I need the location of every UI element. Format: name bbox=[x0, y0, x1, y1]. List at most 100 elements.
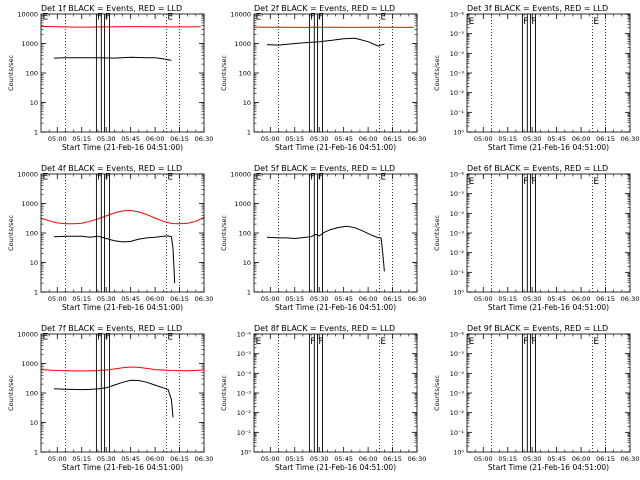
panel-title: Det 8f BLACK = Events, RED = LLD bbox=[254, 324, 395, 333]
flag-label: F bbox=[97, 332, 102, 342]
x-axis-label: Start Time (21-Feb-16 04:51:00) bbox=[275, 143, 396, 152]
x-tick-label: 05:45 bbox=[121, 135, 140, 143]
panel-det9: Det 9f BLACK = Events, RED = LLD Counts/s… bbox=[433, 324, 639, 472]
flag-label: E bbox=[256, 337, 262, 347]
x-tick-label: 06:00 bbox=[359, 455, 378, 463]
x-tick-label: 06:00 bbox=[359, 135, 378, 143]
y-tick-label: 1 bbox=[247, 129, 251, 137]
y-tick-label: 10⁻⁴ bbox=[450, 50, 465, 58]
series-red-lld bbox=[40, 209, 205, 225]
flag-label: F bbox=[97, 172, 102, 182]
y-tick-label: 10⁻⁵ bbox=[450, 190, 465, 198]
series-black-events bbox=[53, 56, 172, 61]
x-tick-label: 06:15 bbox=[170, 455, 189, 463]
panel-det3: Det 3f BLACK = Events, RED = LLD Counts/s… bbox=[433, 4, 639, 152]
x-axis-label: Start Time (21-Feb-16 04:51:00) bbox=[488, 303, 609, 312]
x-tick-label: 06:15 bbox=[596, 295, 615, 303]
y-tick-label: 10⁻⁴ bbox=[450, 210, 465, 218]
flag-label: F bbox=[531, 337, 536, 347]
x-tick-label: 05:45 bbox=[547, 295, 566, 303]
y-tick-label: 1 bbox=[34, 449, 38, 457]
x-tick-label: 05:00 bbox=[48, 135, 67, 143]
y-tick-label: 1000 bbox=[21, 200, 38, 208]
y-tick-label: 1 bbox=[34, 289, 38, 297]
plot-frame bbox=[466, 13, 631, 133]
flag-label: E bbox=[469, 17, 475, 27]
y-axis-label: Counts/sec bbox=[220, 55, 228, 91]
x-tick-label: 06:00 bbox=[146, 295, 165, 303]
flag-label: E bbox=[380, 12, 386, 22]
y-tick-label: 10000 bbox=[17, 171, 38, 179]
y-tick-label: 10⁻² bbox=[237, 409, 252, 417]
x-tick-label: 05:00 bbox=[48, 455, 67, 463]
x-tick-label: 06:15 bbox=[170, 295, 189, 303]
x-tick-label: 05:15 bbox=[72, 135, 91, 143]
x-axis-label: Start Time (21-Feb-16 04:51:00) bbox=[488, 463, 609, 472]
x-tick-label: 05:30 bbox=[310, 455, 329, 463]
y-tick-label: 10⁻³ bbox=[237, 390, 252, 398]
flag-label: E bbox=[43, 332, 49, 342]
y-tick-label: 10⁻⁶ bbox=[450, 171, 465, 179]
x-tick-label: 06:00 bbox=[146, 455, 165, 463]
panel-det2: Det 2f BLACK = Events, RED = LLD Counts/s… bbox=[220, 4, 426, 152]
y-tick-label: 10⁻⁴ bbox=[237, 370, 252, 378]
x-tick-label: 05:45 bbox=[334, 295, 353, 303]
panel-title: Det 7f BLACK = Events, RED = LLD bbox=[41, 324, 182, 333]
y-tick-label: 10⁻⁶ bbox=[237, 331, 252, 339]
series-black-events bbox=[266, 37, 385, 47]
x-tick-label: 06:15 bbox=[170, 135, 189, 143]
y-tick-label: 10⁻² bbox=[450, 249, 465, 257]
y-tick-label: 10⁻⁴ bbox=[450, 370, 465, 378]
x-tick-label: 06:30 bbox=[621, 295, 640, 303]
flag-label: F bbox=[105, 12, 110, 22]
y-tick-label: 100 bbox=[26, 70, 38, 78]
x-axis-label: Start Time (21-Feb-16 04:51:00) bbox=[275, 303, 396, 312]
flag-label: E bbox=[256, 172, 262, 182]
x-tick-label: 05:00 bbox=[261, 455, 280, 463]
flag-label: F bbox=[531, 177, 536, 187]
y-axis-label: Counts/sec bbox=[220, 215, 228, 251]
panel-det7: Det 7f BLACK = Events, RED = LLD Counts/s… bbox=[7, 324, 213, 472]
panel-title: Det 5f BLACK = Events, RED = LLD bbox=[254, 164, 395, 173]
plot-frame bbox=[466, 333, 631, 453]
x-tick-label: 05:15 bbox=[285, 135, 304, 143]
flag-label: F bbox=[318, 172, 323, 182]
x-tick-label: 05:30 bbox=[97, 455, 116, 463]
y-tick-label: 10⁻² bbox=[450, 89, 465, 97]
panel-det1: Det 1f BLACK = Events, RED = LLD Counts/s… bbox=[7, 4, 213, 152]
plot-frame bbox=[253, 13, 418, 133]
y-tick-label: 10⁻¹ bbox=[237, 429, 252, 437]
y-tick-label: 10⁰ bbox=[453, 449, 464, 457]
x-axis-label: Start Time (21-Feb-16 04:51:00) bbox=[275, 463, 396, 472]
flag-label: E bbox=[380, 172, 386, 182]
flag-label: E bbox=[469, 337, 475, 347]
x-axis-label: Start Time (21-Feb-16 04:51:00) bbox=[62, 303, 183, 312]
flag-label: E bbox=[380, 337, 386, 347]
flag-label: E bbox=[43, 12, 49, 22]
flag-label: E bbox=[469, 177, 475, 187]
x-tick-label: 05:30 bbox=[97, 295, 116, 303]
x-tick-label: 06:15 bbox=[383, 455, 402, 463]
y-axis-label: Counts/sec bbox=[7, 375, 15, 411]
x-axis-label: Start Time (21-Feb-16 04:51:00) bbox=[62, 463, 183, 472]
x-tick-label: 05:15 bbox=[72, 295, 91, 303]
y-tick-label: 10⁻¹ bbox=[450, 109, 465, 117]
x-tick-label: 05:30 bbox=[310, 135, 329, 143]
x-tick-label: 05:30 bbox=[523, 455, 542, 463]
x-tick-label: 06:30 bbox=[408, 135, 427, 143]
flag-label: F bbox=[310, 12, 315, 22]
panel-title: Det 9f BLACK = Events, RED = LLD bbox=[467, 324, 608, 333]
series-red-lld bbox=[40, 366, 205, 372]
y-axis-label: Counts/sec bbox=[433, 375, 441, 411]
x-tick-label: 06:15 bbox=[596, 135, 615, 143]
x-tick-label: 05:45 bbox=[334, 135, 353, 143]
x-tick-label: 05:30 bbox=[97, 135, 116, 143]
panel-title: Det 3f BLACK = Events, RED = LLD bbox=[467, 4, 608, 13]
y-axis-label: Counts/sec bbox=[220, 375, 228, 411]
y-axis-label: Counts/sec bbox=[7, 55, 15, 91]
flag-label: E bbox=[256, 12, 262, 22]
x-tick-label: 05:45 bbox=[547, 135, 566, 143]
flag-label: F bbox=[318, 337, 323, 347]
y-tick-label: 100 bbox=[239, 230, 251, 238]
